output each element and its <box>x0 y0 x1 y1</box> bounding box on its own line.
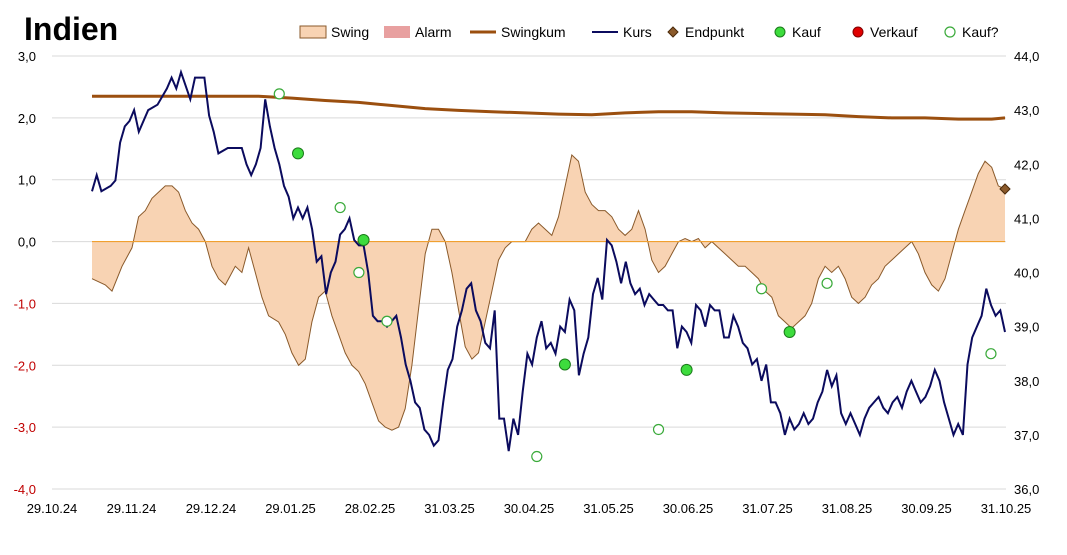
legend-label-kauf_q: Kauf? <box>962 24 999 40</box>
legend-label-kauf: Kauf <box>792 24 821 40</box>
kauf-marker <box>680 363 693 376</box>
signal-markers <box>273 88 1011 463</box>
x-tick-label: 29.11.24 <box>107 501 157 516</box>
legend-item-swingkum: Swingkum <box>470 24 566 40</box>
left-tick-label: -3,0 <box>14 420 36 435</box>
endpunkt-marker <box>999 183 1011 195</box>
swing-fill <box>92 155 1005 431</box>
legend-label-verkauf: Verkauf <box>870 24 918 40</box>
legend-label-swingkum: Swingkum <box>501 24 566 40</box>
right-tick-label: 43,0 <box>1014 103 1039 118</box>
legend-item-kauf_q: Kauf? <box>944 24 999 40</box>
x-tick-label: 31.05.25 <box>583 501 634 516</box>
left-axis-ticks: 3,0 2,0 1,0 0,0 -1,0 -2,0 -3,0 -4,0 <box>14 49 36 497</box>
kurs-series <box>91 68 1006 452</box>
x-tick-label: 28.02.25 <box>345 501 396 516</box>
left-tick-label: 0,0 <box>18 235 36 250</box>
legend-swatch-kauf-q <box>944 26 956 38</box>
kauf-question-marker <box>531 450 543 463</box>
legend-item-verkauf: Verkauf <box>852 24 918 40</box>
legend-item-kauf: Kauf <box>774 24 821 40</box>
right-tick-label: 44,0 <box>1014 49 1039 64</box>
legend-swatch-verkauf <box>852 26 864 38</box>
x-tick-label: 31.10.25 <box>981 501 1032 516</box>
kauf-question-marker <box>273 88 285 100</box>
legend-item-kurs: Kurs <box>592 24 652 40</box>
kauf-question-marker <box>334 201 346 214</box>
x-tick-label: 29.12.24 <box>186 501 237 516</box>
kauf-question-marker <box>353 266 365 279</box>
kauf-marker <box>357 234 370 247</box>
right-tick-label: 42,0 <box>1014 157 1039 172</box>
legend-swatch-swing <box>299 25 327 39</box>
legend-label-endpunkt: Endpunkt <box>685 24 744 40</box>
kauf-question-marker <box>755 283 768 295</box>
legend-label-kurs: Kurs <box>623 24 652 40</box>
x-tick-label: 30.06.25 <box>663 501 714 516</box>
legend-label-swing: Swing <box>331 24 369 40</box>
kauf-question-marker <box>381 315 393 327</box>
legend-item-swing: Swing <box>299 24 369 40</box>
legend-swatch-alarm <box>384 26 410 38</box>
x-tick-label: 29.10.24 <box>27 501 78 516</box>
x-tick-label: 30.04.25 <box>504 501 555 516</box>
legend-item-alarm: Alarm <box>384 24 452 40</box>
kauf-marker <box>292 147 305 160</box>
x-tick-label: 31.07.25 <box>742 501 793 516</box>
left-tick-label: -1,0 <box>14 296 36 311</box>
left-tick-label: -4,0 <box>14 482 36 497</box>
left-tick-label: 1,0 <box>18 173 36 188</box>
legend-item-endpunkt: Endpunkt <box>667 24 744 40</box>
legend-label-alarm: Alarm <box>415 24 452 40</box>
kauf-marker <box>558 358 571 371</box>
chart-title: Indien <box>24 11 118 47</box>
kurs-line <box>91 68 1006 452</box>
x-tick-label: 29.01.25 <box>265 501 316 516</box>
right-tick-label: 39,0 <box>1014 320 1039 335</box>
right-tick-label: 41,0 <box>1014 211 1039 226</box>
swing-outline <box>91 154 1006 431</box>
x-tick-label: 31.03.25 <box>424 501 475 516</box>
kauf-question-marker <box>985 348 997 360</box>
right-tick-label: 38,0 <box>1014 374 1039 389</box>
left-tick-label: 2,0 <box>18 111 36 126</box>
right-tick-label: 40,0 <box>1014 266 1039 281</box>
left-tick-label: 3,0 <box>18 49 36 64</box>
legend: Swing Alarm Swingkum Kurs Endpunkt Kauf Verkau… <box>299 24 999 40</box>
swingkum-line <box>92 94 1006 121</box>
x-axis-ticks: 29.10.24 29.11.24 29.12.24 29.01.25 28.02.25… <box>27 501 1032 516</box>
x-tick-label: 30.09.25 <box>901 501 952 516</box>
kauf-question-marker <box>821 277 833 289</box>
legend-swatch-endpunkt <box>667 26 679 38</box>
kauf-marker <box>783 326 796 339</box>
right-tick-label: 36,0 <box>1014 482 1039 497</box>
left-tick-label: -2,0 <box>14 358 36 373</box>
legend-swatch-kauf <box>774 26 786 38</box>
swing-area <box>91 154 1006 431</box>
kauf-question-marker <box>652 423 665 436</box>
x-tick-label: 31.08.25 <box>822 501 873 516</box>
right-axis-ticks: 44,0 43,0 42,0 41,0 40,0 39,0 38,0 37,0 36,0 <box>1014 49 1039 497</box>
swingkum-series <box>92 94 1006 121</box>
right-tick-label: 37,0 <box>1014 428 1039 443</box>
